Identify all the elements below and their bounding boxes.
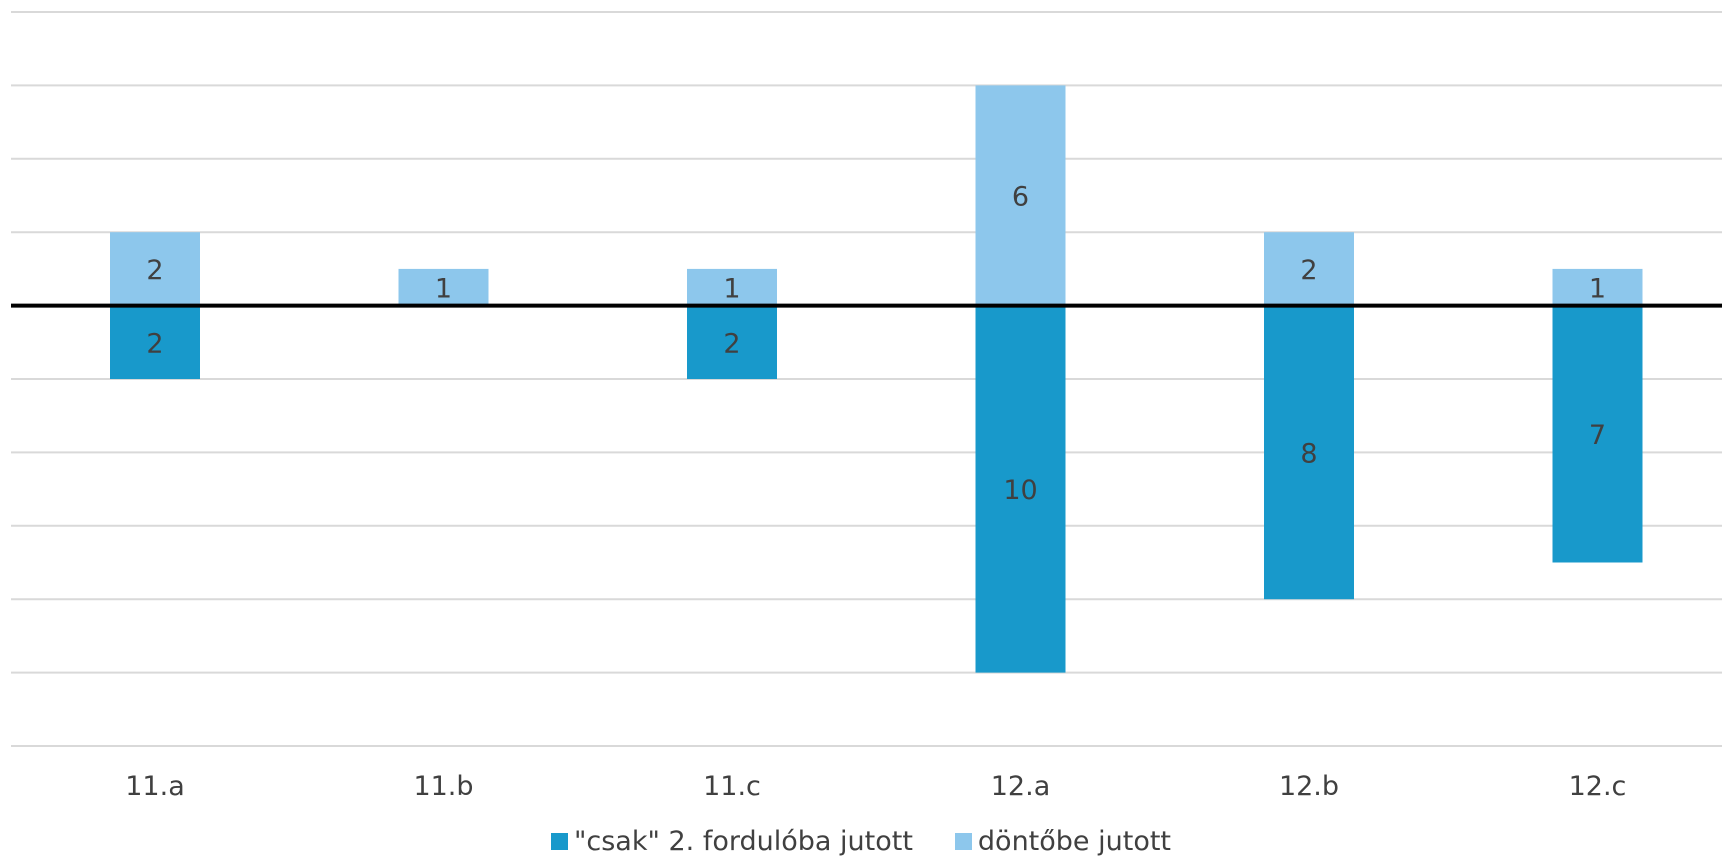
legend-swatch-series-1 bbox=[550, 833, 568, 850]
data-label-series-2-11.a: 2 bbox=[146, 255, 163, 286]
data-label-series-1-12.c: 7 bbox=[1589, 420, 1606, 451]
legend-label-series-1: "csak" 2. fordulóba jutott bbox=[573, 826, 913, 857]
bar-series-1-12.b bbox=[1264, 305, 1354, 600]
data-label-series-2-11.b: 1 bbox=[435, 273, 452, 304]
legend-label-series-2: döntőbe jutott bbox=[977, 826, 1172, 857]
bar-series-2-12.c bbox=[1552, 268, 1643, 306]
data-label-series-2-12.c: 1 bbox=[1589, 273, 1606, 304]
bar-series-1-12.c bbox=[1552, 305, 1643, 563]
category-label-12.b: 12.b bbox=[1279, 771, 1339, 802]
data-label-series-1-11.a: 2 bbox=[146, 328, 163, 359]
category-label-11.a: 11.a bbox=[125, 771, 184, 802]
bar-series-1-12.a bbox=[975, 305, 1066, 673]
bar-series-2-11.a bbox=[110, 232, 200, 306]
bar-series-2-11.b bbox=[398, 268, 489, 306]
category-label-11.b: 11.b bbox=[413, 771, 473, 802]
legend-swatch-series-2 bbox=[954, 833, 972, 850]
legend-item-series-1: "csak" 2. fordulóba jutott bbox=[550, 826, 913, 857]
bar-series-2-11.c bbox=[687, 268, 777, 306]
data-label-series-1-12.a: 10 bbox=[1003, 475, 1037, 506]
category-label-12.c: 12.c bbox=[1569, 771, 1627, 802]
data-label-series-1-11.c: 2 bbox=[723, 328, 740, 359]
data-label-series-1-12.b: 8 bbox=[1300, 438, 1317, 469]
data-label-series-2-11.c: 1 bbox=[723, 273, 740, 304]
legend: "csak" 2. fordulóba jutott döntőbe jutot… bbox=[0, 826, 1722, 857]
legend-item-series-2: döntőbe jutott bbox=[954, 826, 1172, 857]
bar-series-1-11.c bbox=[687, 305, 777, 379]
bar-series-2-12.a bbox=[975, 85, 1066, 306]
category-label-12.a: 12.a bbox=[991, 771, 1050, 802]
bar-series-1-11.a bbox=[110, 305, 200, 379]
data-label-series-2-12.b: 2 bbox=[1300, 255, 1317, 286]
data-label-series-2-12.a: 6 bbox=[1012, 182, 1029, 213]
bar-series-2-12.b bbox=[1264, 232, 1354, 306]
category-label-11.c: 11.c bbox=[703, 771, 761, 802]
